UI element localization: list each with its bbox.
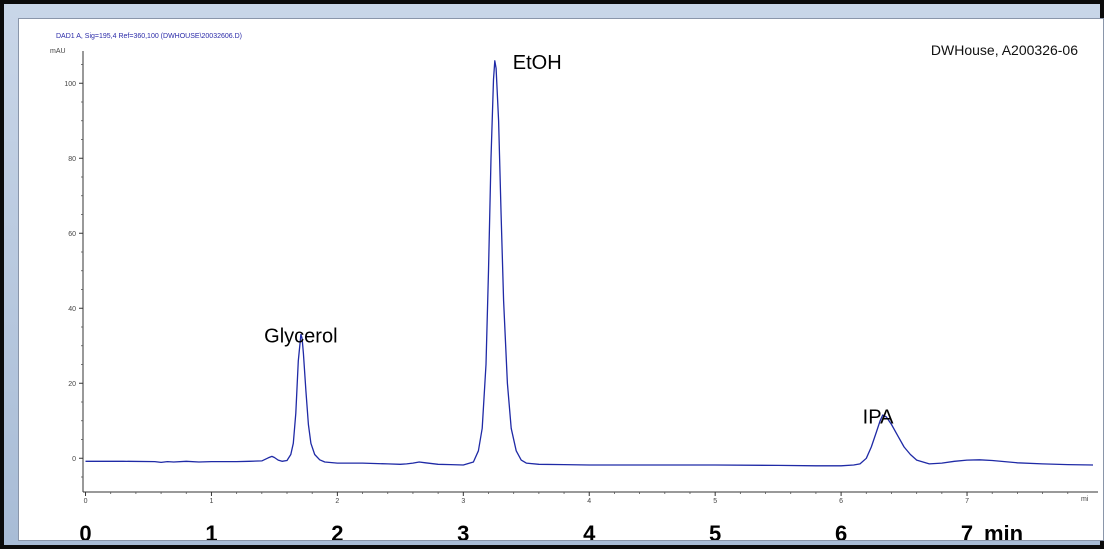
y-tick-label: 100	[64, 81, 76, 88]
x-tick-label-small: 4	[587, 498, 591, 505]
chromatogram-panel: DAD1 A, Sig=195,4 Ref=360,100 (DWHOUSE\2…	[18, 18, 1104, 541]
y-tick-label: 0	[72, 456, 76, 463]
x-axis-unit-large: min	[984, 521, 1023, 540]
axes: 0 20 40 60 80 100 0 0 1 1 2 2 3 3 4 4 5 5 6 6 7 7	[64, 51, 1098, 540]
series-layer	[85, 60, 1094, 467]
x-tick-label-small: 1	[209, 498, 213, 505]
x-tick-label-large: 3	[457, 521, 469, 540]
chromatogram-chart: DAD1 A, Sig=195,4 Ref=360,100 (DWHOUSE\2…	[50, 33, 1098, 540]
x-tick-label-small: 0	[84, 498, 88, 505]
x-axis-unit-small: mi	[1081, 496, 1089, 503]
x-tick-label-large: 0	[79, 521, 91, 540]
y-tick-label: 80	[68, 156, 76, 163]
x-tick-label-large: 4	[583, 521, 596, 540]
y-tick-label: 40	[68, 306, 76, 313]
x-tick-label-large: 7	[961, 521, 973, 540]
x-tick-label-large: 1	[205, 521, 217, 540]
signal-header: DAD1 A, Sig=195,4 Ref=360,100 (DWHOUSE\2…	[56, 33, 242, 40]
y-tick-label: 60	[68, 231, 76, 238]
x-tick-label-small: 5	[713, 498, 717, 505]
y-tick-label: 20	[68, 381, 76, 388]
x-tick-label-small: 7	[965, 498, 969, 505]
series-line	[85, 60, 1094, 467]
x-tick-label-large: 2	[331, 521, 343, 540]
x-tick-label-large: 5	[709, 521, 721, 540]
x-tick-label-small: 3	[461, 498, 465, 505]
x-tick-label-small: 6	[839, 498, 843, 505]
peak-label: IPA	[863, 406, 894, 428]
sample-id: DWHouse, A200326-06	[931, 42, 1078, 58]
annotation-layer: Glycerol EtOH IPA	[264, 52, 894, 429]
x-tick-label-small: 2	[335, 498, 339, 505]
x-tick-label-large: 6	[835, 521, 847, 540]
peak-label: Glycerol	[264, 326, 337, 348]
y-axis-unit: mAU	[50, 48, 66, 55]
peak-label: EtOH	[513, 52, 562, 74]
